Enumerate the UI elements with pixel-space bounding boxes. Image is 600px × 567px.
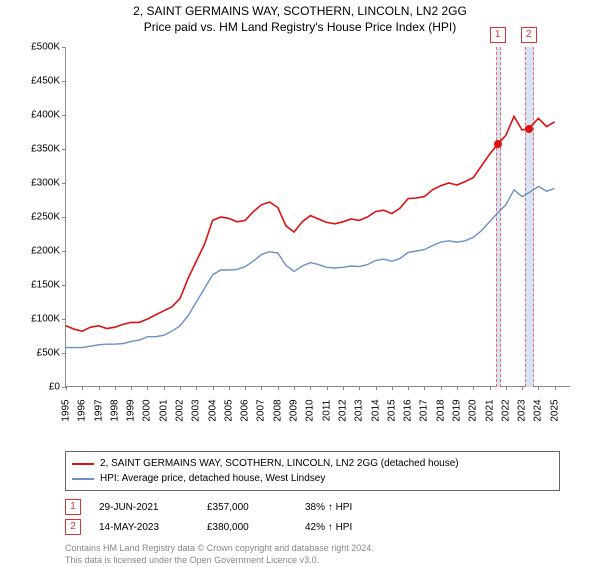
x-tick-label: 2013 [354,396,365,426]
y-tick-label: £50K [18,348,60,359]
x-tick-label: 1997 [93,396,104,426]
y-tick-label: £0 [18,382,60,393]
x-tick-label: 2005 [223,396,234,426]
x-tick-label: 2024 [533,396,544,426]
x-tick-label: 2022 [500,396,511,426]
legend-label: HPI: Average price, detached house, West… [100,471,325,486]
chart-container: 2, SAINT GERMAINS WAY, SCOTHERN, LINCOLN… [0,0,600,560]
legend-swatch [72,478,94,480]
annotation-number-box: 1 [65,499,81,515]
legend-label: 2, SAINT GERMAINS WAY, SCOTHERN, LINCOLN… [100,456,459,471]
y-tick-label: £400K [18,110,60,121]
x-tick-label: 2010 [305,396,316,426]
footer-line2: This data is licensed under the Open Gov… [65,555,580,567]
x-tick-label: 2011 [321,396,332,426]
x-tick-label: 1996 [77,396,88,426]
x-tick-label: 2009 [289,396,300,426]
x-tick-label: 2019 [451,396,462,426]
y-tick-label: £500K [18,42,60,53]
x-tick-label: 2006 [240,396,251,426]
annotation-price: £380,000 [207,522,287,533]
x-tick-label: 2020 [468,396,479,426]
y-tick-label: £150K [18,280,60,291]
annotation-pct: 42% ↑ HPI [305,522,352,533]
x-tick-label: 2002 [175,396,186,426]
x-tick-label: 2004 [207,396,218,426]
sale-marker-dot [494,140,502,148]
x-tick-label: 2018 [435,396,446,426]
x-tick-label: 2021 [484,396,495,426]
line-series-svg [66,47,571,387]
x-tick-label: 2023 [517,396,528,426]
x-tick-label: 2015 [386,396,397,426]
x-tick-label: 2012 [337,396,348,426]
series-property [66,117,555,332]
x-tick-label: 2017 [419,396,430,426]
annotation-date: 29-JUN-2021 [99,502,189,513]
chart-title: 2, SAINT GERMAINS WAY, SCOTHERN, LINCOLN… [0,0,600,20]
x-tick-label: 2025 [549,396,560,426]
sale-marker-box: 2 [521,27,537,43]
footer-line1: Contains HM Land Registry data © Crown c… [65,543,580,555]
x-tick-label: 1999 [126,396,137,426]
x-tick-label: 2008 [272,396,283,426]
x-tick-label: 2000 [142,396,153,426]
sale-marker-box: 1 [490,27,506,43]
annotation-row: 1 29-JUN-2021 £357,000 38% ↑ HPI [65,497,580,517]
legend-row: 2, SAINT GERMAINS WAY, SCOTHERN, LINCOLN… [72,456,553,471]
y-tick-label: £450K [18,76,60,87]
sale-annotations: 1 29-JUN-2021 £357,000 38% ↑ HPI 2 14-MAY-202… [65,497,580,537]
annotation-number-box: 2 [65,519,81,535]
legend-row: HPI: Average price, detached house, West… [72,471,553,486]
chart-subtitle: Price paid vs. HM Land Registry's House … [0,20,600,36]
y-tick-label: £350K [18,144,60,155]
x-tick-label: 2001 [158,396,169,426]
x-tick-label: 1998 [109,396,120,426]
y-tick-label: £250K [18,212,60,223]
footer-text: Contains HM Land Registry data © Crown c… [65,543,580,566]
x-tick-label: 2007 [256,396,267,426]
sale-marker-dot [525,125,533,133]
chart-area: £0 £50K £100K £150K £200K £250K £300K £350K £400… [20,39,580,417]
annotation-price: £357,000 [207,502,287,513]
series-hpi [66,187,555,348]
annotation-date: 14-MAY-2023 [99,522,189,533]
x-tick-label: 2014 [370,396,381,426]
legend-swatch [72,463,94,465]
x-tick-label: 2003 [191,396,202,426]
legend: 2, SAINT GERMAINS WAY, SCOTHERN, LINCOLN… [65,451,560,491]
y-tick-label: £300K [18,178,60,189]
x-tick-label: 2016 [403,396,414,426]
annotation-pct: 38% ↑ HPI [305,502,352,513]
y-tick-label: £100K [18,314,60,325]
x-tick-label: 1995 [61,396,72,426]
annotation-row: 2 14-MAY-2023 £380,000 42% ↑ HPI [65,517,580,537]
plot-area: £0£50K£100K£150K£200K£250K£300K£350K£400… [65,47,570,387]
y-tick-label: £200K [18,246,60,257]
